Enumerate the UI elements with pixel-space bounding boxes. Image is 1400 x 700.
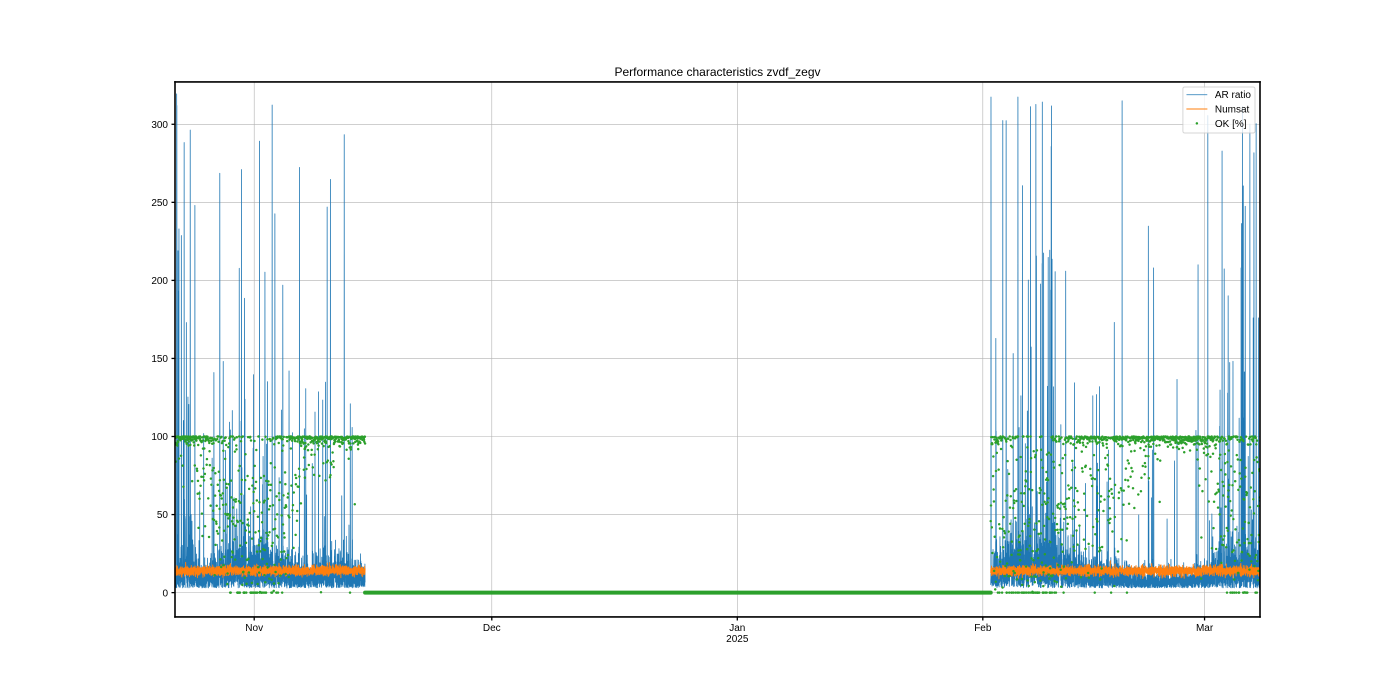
- svg-text:Numsat: Numsat: [1215, 105, 1250, 116]
- svg-text:Jan: Jan: [729, 623, 745, 634]
- svg-text:150: 150: [151, 354, 168, 365]
- svg-text:200: 200: [151, 276, 168, 287]
- svg-text:Feb: Feb: [974, 623, 992, 634]
- svg-text:Performance characteristics zv: Performance characteristics zvdf_zegv: [614, 65, 820, 79]
- svg-text:Mar: Mar: [1196, 623, 1214, 634]
- svg-text:50: 50: [157, 510, 169, 521]
- svg-text:300: 300: [151, 120, 168, 131]
- svg-text:AR ratio: AR ratio: [1215, 90, 1252, 101]
- svg-text:2025: 2025: [726, 634, 749, 645]
- svg-text:Dec: Dec: [483, 623, 501, 634]
- svg-text:0: 0: [162, 588, 168, 599]
- svg-text:250: 250: [151, 198, 168, 209]
- svg-text:100: 100: [151, 432, 168, 443]
- svg-text:OK [%]: OK [%]: [1215, 119, 1247, 130]
- svg-text:Nov: Nov: [245, 623, 263, 634]
